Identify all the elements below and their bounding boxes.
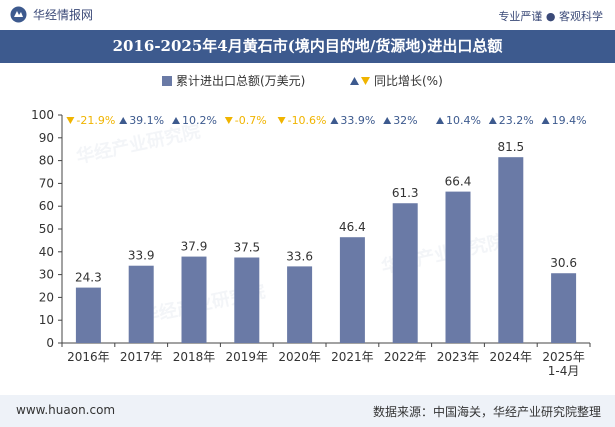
growth-label: 19.4% <box>552 114 587 127</box>
x-tick-label: 2016年 <box>67 350 110 364</box>
bar-value-label: 66.4 <box>445 175 472 189</box>
y-tick-label: 30 <box>39 268 54 282</box>
bar-value-label: 24.3 <box>75 271 102 285</box>
bar-value-label: 33.9 <box>128 249 155 263</box>
bar <box>75 287 101 343</box>
growth-up-icon <box>436 117 444 124</box>
x-tick-label: 2019年 <box>226 350 269 364</box>
growth-up-icon <box>330 117 339 124</box>
bar-value-label: 37.5 <box>233 241 260 255</box>
growth-up-icon <box>172 117 180 124</box>
brand-name: 华经情报网 <box>33 8 94 22</box>
y-tick-label: 50 <box>39 222 54 236</box>
growth-label: -21.9% <box>76 114 115 127</box>
x-tick-label: 1-4月 <box>548 364 580 378</box>
footer: www.huaon.com 数据来源：中国海关，华经产业研究院整理 <box>0 395 615 427</box>
bar <box>445 191 471 343</box>
legend-label-growth: 同比增长(%) <box>374 74 443 88</box>
bar <box>498 157 524 343</box>
legend-swatch-total <box>162 75 172 86</box>
bar <box>551 273 577 343</box>
y-tick-label: 10 <box>39 313 54 327</box>
x-tick-label: 2017年 <box>120 350 163 364</box>
x-tick-label: 2020年 <box>278 350 321 364</box>
y-tick-label: 20 <box>39 290 54 304</box>
bar <box>287 266 313 343</box>
slogan: 专业严谨 ● 客观科学 <box>498 10 603 23</box>
growth-up-icon <box>119 117 128 124</box>
brand[interactable]: 华经情报网 <box>10 6 93 23</box>
growth-label: 39.1% <box>129 114 164 127</box>
growth-label: 23.2% <box>499 114 534 127</box>
legend-growth-triangles-icon <box>350 76 370 85</box>
growth-down-icon <box>66 117 75 124</box>
growth-up-icon <box>383 117 392 124</box>
growth-label: 32% <box>393 114 417 127</box>
growth-down-icon <box>277 117 286 124</box>
bar-chart: 0 10 20 30 40 50 60 70 80 90 100 24.3 2016年 -21.9% 33… <box>31 108 591 378</box>
label-layer: 24.3 2016年 -21.9% 33.9 2017年 39.1% 37.9 2018年 10… <box>66 114 587 378</box>
x-tick-label: 2018年 <box>173 350 216 364</box>
bar <box>392 203 418 343</box>
footer-url[interactable]: www.huaon.com <box>16 403 116 417</box>
bar <box>234 257 260 343</box>
title-band: 2016-2025年4月黄石市(境内目的地/货源地)进出口总额 <box>0 30 615 63</box>
legend: 累计进出口总额(万美元) 同比增长(%) <box>0 72 615 92</box>
x-tick-label: 2022年 <box>384 350 427 364</box>
legend-item-total[interactable]: 累计进出口总额(万美元) <box>162 72 305 89</box>
growth-up-icon <box>488 117 497 124</box>
y-tick-label: 0 <box>46 336 54 350</box>
bar-value-label: 46.4 <box>339 220 366 234</box>
legend-label-total: 累计进出口总额(万美元) <box>176 74 306 88</box>
bar-value-label: 33.6 <box>286 249 313 263</box>
x-tick-label: 2025年 <box>542 350 585 364</box>
x-tick-label: 2021年 <box>331 350 374 364</box>
y-tick-label: 40 <box>39 245 54 259</box>
growth-label: 10.4% <box>446 114 481 127</box>
chart-title: 2016-2025年4月黄石市(境内目的地/货源地)进出口总额 <box>112 37 503 55</box>
y-tick-label: 70 <box>39 176 54 190</box>
legend-item-growth[interactable]: 同比增长(%) <box>350 72 443 89</box>
bar <box>339 237 365 343</box>
bar-value-label: 61.3 <box>392 186 419 200</box>
bar <box>128 265 154 343</box>
growth-label: -10.6% <box>288 114 327 127</box>
footer-source: 数据来源：中国海关，华经产业研究院整理 <box>372 405 601 419</box>
x-tick-label: 2023年 <box>437 350 480 364</box>
brand-logo-icon <box>10 6 27 23</box>
growth-label: 10.2% <box>182 114 217 127</box>
growth-down-icon <box>224 117 233 124</box>
growth-label: -0.7% <box>235 114 267 127</box>
y-tick-label: 80 <box>39 154 54 168</box>
bar-value-label: 81.5 <box>497 140 524 154</box>
bar <box>181 256 207 343</box>
bar-value-label: 30.6 <box>550 256 577 270</box>
y-tick-label: 90 <box>39 131 54 145</box>
y-tick-label: 100 <box>31 108 54 122</box>
top-bar: 华经情报网 专业严谨 ● 客观科学 <box>0 0 615 30</box>
x-tick-label: 2024年 <box>490 350 533 364</box>
y-tick-label: 60 <box>39 199 54 213</box>
growth-label: 33.9% <box>340 114 375 127</box>
growth-up-icon <box>541 117 550 124</box>
bar-layer <box>75 157 577 343</box>
bar-value-label: 37.9 <box>181 240 208 254</box>
